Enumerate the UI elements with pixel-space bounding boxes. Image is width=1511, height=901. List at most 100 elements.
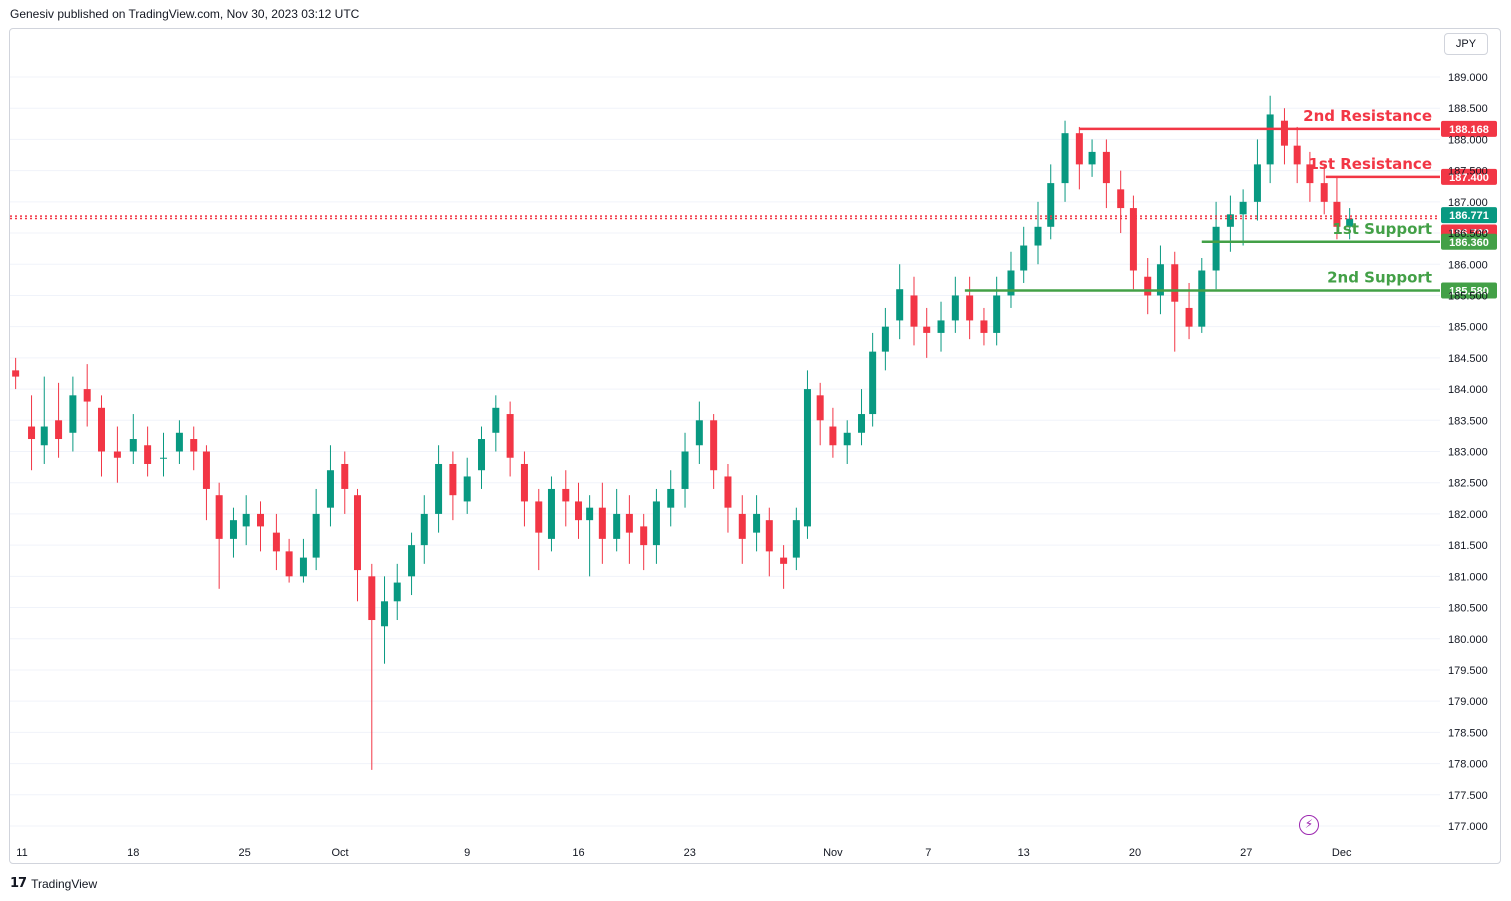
- candle-body: [937, 320, 945, 333]
- level-tag-label: 185.580: [1449, 285, 1489, 297]
- candle-body: [575, 501, 582, 521]
- candle-body: [341, 463, 349, 489]
- candle-body: [420, 513, 428, 546]
- candle-body: [381, 601, 389, 627]
- y-tick-label: 183.000: [1448, 447, 1488, 459]
- price-tag-label: 186.771: [1449, 210, 1489, 222]
- candle-body: [869, 351, 877, 415]
- candle-body: [1306, 164, 1314, 184]
- candle-body: [326, 470, 334, 508]
- x-tick-label: 27: [1240, 847, 1252, 859]
- candle-body: [1212, 226, 1220, 271]
- candle-body: [667, 488, 675, 508]
- grid-lines: [10, 76, 1440, 827]
- candle-body: [1171, 264, 1179, 302]
- x-tick-label: 20: [1129, 847, 1141, 859]
- candle-body: [175, 432, 183, 452]
- candle-body: [463, 476, 471, 502]
- chart-frame: [9, 28, 1501, 864]
- x-tick-label: 9: [464, 847, 470, 859]
- candle-body: [738, 513, 746, 539]
- candle-body: [695, 420, 703, 446]
- price-tag: [1441, 207, 1497, 224]
- y-tick-label: 181.500: [1448, 540, 1488, 552]
- y-tick-label: 179.000: [1448, 696, 1488, 708]
- candle-body: [923, 326, 931, 333]
- candle-body: [780, 557, 788, 564]
- candle-body: [535, 501, 543, 533]
- y-tick-label: 177.000: [1448, 821, 1488, 833]
- candle-body: [562, 488, 570, 502]
- candle-body: [816, 395, 824, 421]
- candle-body: [478, 439, 486, 471]
- y-tick-label: 182.000: [1448, 509, 1488, 521]
- y-tick-label: 180.000: [1448, 634, 1488, 646]
- y-tick-label: 188.500: [1448, 103, 1488, 115]
- price-axis: 189.000 188.500 188.000 187.500 187.000 186.5…: [1448, 72, 1488, 833]
- candle-body: [803, 389, 811, 527]
- lightning-icon[interactable]: ⚡: [1299, 815, 1319, 835]
- candle-body: [312, 513, 320, 558]
- y-tick-label: 182.500: [1448, 478, 1488, 490]
- candle-body: [765, 520, 773, 552]
- level-tag-label: 187.400: [1449, 172, 1489, 184]
- candle-body: [1088, 151, 1096, 165]
- x-tick-label: Oct: [331, 847, 348, 859]
- y-tick-label: 187.000: [1448, 197, 1488, 209]
- candle-body: [640, 526, 648, 546]
- candle-body: [272, 532, 280, 552]
- candle-body: [858, 414, 866, 433]
- candle-body: [506, 414, 514, 458]
- y-tick-label: 184.500: [1448, 353, 1488, 365]
- candle-body: [1226, 214, 1234, 227]
- y-tick-label: 178.500: [1448, 727, 1488, 739]
- y-tick-label: 180.500: [1448, 603, 1488, 615]
- y-tick-label: 184.000: [1448, 384, 1488, 396]
- candle-body: [160, 457, 168, 459]
- time-axis: 11 18 25 Oct 9 16 23 Nov 7 13 20 27 Dec: [16, 847, 1352, 859]
- candle-body: [69, 395, 77, 433]
- candle-body: [520, 463, 528, 502]
- y-tick-label: 178.000: [1448, 759, 1488, 771]
- x-tick-label: 16: [572, 847, 584, 859]
- candles: [12, 95, 1354, 770]
- candle-body: [843, 432, 851, 446]
- candle-body: [113, 451, 121, 458]
- x-tick-label: Dec: [1332, 847, 1352, 859]
- currency-button[interactable]: JPY: [1444, 33, 1488, 55]
- y-tick-label: 185.000: [1448, 322, 1488, 334]
- candle-body: [393, 582, 401, 602]
- candle-body: [1156, 264, 1164, 296]
- candle-body: [966, 295, 974, 321]
- candle-body: [980, 320, 988, 333]
- y-tick-label: 188.000: [1448, 134, 1488, 146]
- candle-body: [1239, 201, 1247, 215]
- candle-body: [710, 420, 718, 471]
- candle-body: [881, 326, 889, 352]
- x-tick-label: 23: [684, 847, 696, 859]
- level-tag: [1441, 120, 1497, 137]
- candle-body: [40, 426, 48, 446]
- candle-body: [242, 513, 250, 527]
- y-tick-label: 189.000: [1448, 72, 1488, 84]
- candle-body: [492, 407, 500, 433]
- candle-body: [896, 289, 904, 321]
- candle-body: [1020, 245, 1028, 271]
- level-label: 2nd Resistance: [1303, 107, 1432, 125]
- candle-body: [652, 501, 660, 546]
- x-tick-label: 7: [925, 847, 931, 859]
- footer-brand[interactable]: 17 TradingView: [10, 876, 97, 891]
- candle-body: [792, 520, 800, 558]
- candle-body: [753, 513, 761, 533]
- candle-body: [1117, 189, 1125, 209]
- y-tick-label: 187.500: [1448, 166, 1488, 178]
- level-tag-label: 188.168: [1449, 124, 1489, 136]
- candle-body: [353, 495, 361, 571]
- candle-body: [55, 420, 63, 440]
- candle-body: [1075, 133, 1083, 165]
- candle-body: [229, 520, 237, 539]
- candle-body: [1034, 226, 1042, 246]
- candle-body: [598, 507, 606, 539]
